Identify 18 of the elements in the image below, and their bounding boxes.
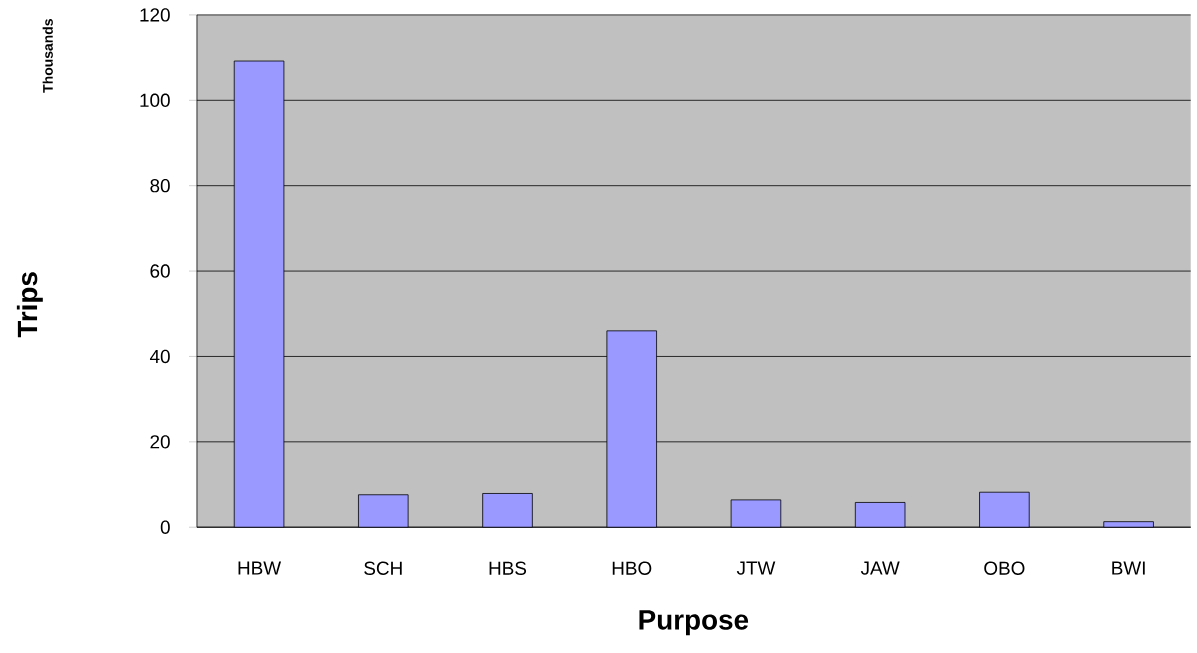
x-tick-label: SCH bbox=[364, 561, 402, 576]
text: Thousands bbox=[42, 19, 53, 93]
x-tick-label: HBW bbox=[238, 561, 282, 575]
y-axis-title: Trips bbox=[16, 272, 43, 338]
y-tick-label: 120 bbox=[140, 8, 170, 22]
y-tick-label: 0 bbox=[160, 520, 170, 535]
x-axis-title: Purpose bbox=[639, 610, 749, 636]
y-tick-label: 60 bbox=[150, 264, 170, 278]
x-tick-label: OBO bbox=[984, 561, 1025, 576]
x-tick-label: JTW bbox=[736, 561, 776, 575]
x-tick-label: BWI bbox=[1112, 561, 1145, 575]
y-tick-label: 20 bbox=[150, 435, 170, 449]
y-tick-label: 40 bbox=[149, 349, 170, 364]
y-tick-label: 80 bbox=[150, 179, 170, 193]
y-tick-label: 100 bbox=[140, 93, 170, 108]
x-tick-label: HBO bbox=[612, 561, 652, 576]
x-tick-label: JAW bbox=[860, 561, 900, 575]
x-tick-label: HBS bbox=[489, 561, 527, 576]
